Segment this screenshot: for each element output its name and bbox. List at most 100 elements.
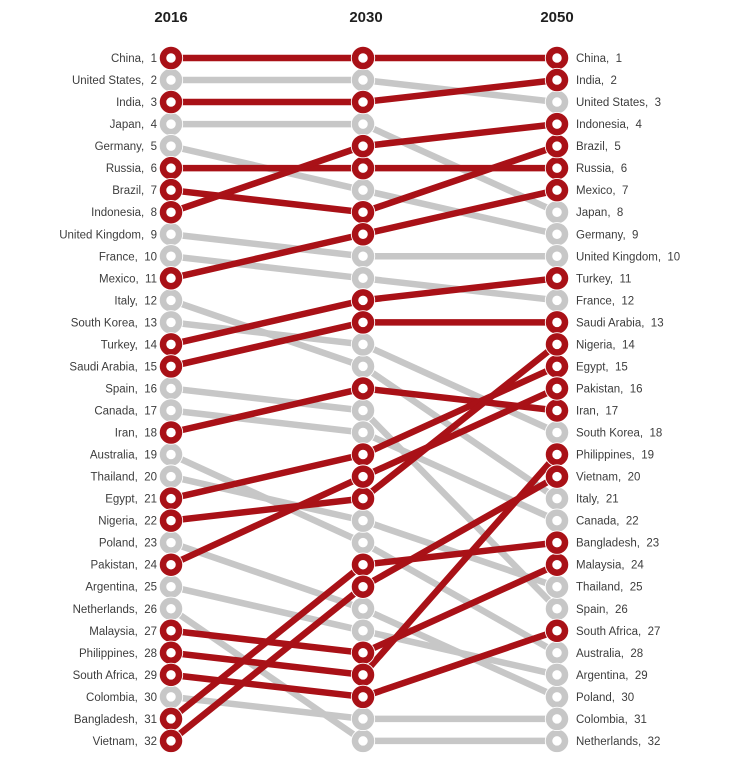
node-pakistan-2050: [545, 377, 569, 400]
label-2016-poland: Poland, 23: [99, 538, 157, 550]
node-egypt-2030: [351, 443, 375, 466]
label-2050-turkey: Turkey, 11: [576, 273, 631, 285]
node-thailand-2016: [159, 465, 183, 488]
node-malaysia-2050: [545, 553, 569, 576]
node-japan-2016: [159, 112, 183, 136]
node-spain-2050: [545, 597, 569, 620]
node-iran-2050: [545, 399, 569, 422]
label-2016-france: France, 10: [99, 251, 157, 263]
node-turkey-2050: [545, 267, 569, 290]
node-indonesia-2016: [159, 200, 183, 224]
node-philippines-2016: [159, 641, 183, 665]
node-netherlands-2030: [351, 729, 375, 753]
label-2050-colombia: Colombia, 31: [576, 714, 647, 726]
label-2016-bangladesh: Bangladesh, 31: [74, 714, 157, 726]
node-colombia-2016: [159, 685, 183, 709]
node-south-korea-2030: [351, 333, 375, 356]
label-2050-france: France, 12: [576, 295, 634, 307]
label-2016-egypt: Egypt, 21: [105, 494, 157, 506]
node-bangladesh-2050: [545, 531, 569, 554]
node-south-africa-2050: [545, 619, 569, 643]
node-colombia-2030: [351, 707, 375, 731]
node-south-korea-2016: [159, 311, 183, 334]
label-2050-malaysia: Malaysia, 24: [576, 560, 644, 572]
label-2050-australia: Australia, 28: [576, 648, 643, 660]
label-2016-italy: Italy, 12: [114, 295, 157, 307]
node-netherlands-2016: [159, 597, 183, 620]
label-2050-saudi-arabia: Saudi Arabia, 13: [576, 317, 664, 329]
node-australia-2016: [159, 443, 183, 466]
node-china-2030: [351, 46, 375, 70]
node-turkey-2016: [159, 333, 183, 356]
label-2016-pakistan: Pakistan, 24: [91, 560, 158, 572]
node-mexico-2030: [351, 222, 375, 246]
node-italy-2030: [351, 355, 375, 378]
node-canada-2030: [351, 421, 375, 444]
node-south-korea-2050: [545, 421, 569, 444]
label-2050-vietnam: Vietnam, 20: [576, 472, 640, 484]
node-mexico-2016: [159, 267, 183, 290]
node-bangladesh-2016: [159, 707, 183, 731]
node-australia-2030: [351, 531, 375, 554]
label-2050-thailand: Thailand, 25: [576, 582, 643, 594]
node-iran-2016: [159, 421, 183, 444]
node-indonesia-2030: [351, 134, 375, 158]
year-header-2016: 2016: [154, 9, 188, 26]
node-pakistan-2030: [351, 465, 375, 488]
label-2016-india: India, 3: [116, 97, 157, 109]
node-italy-2016: [159, 289, 183, 312]
node-turkey-2030: [351, 289, 375, 312]
label-2050-russia: Russia, 6: [576, 163, 627, 175]
label-2016-philippines: Philippines, 28: [79, 648, 157, 660]
label-2016-vietnam: Vietnam, 32: [93, 736, 157, 748]
label-2050-japan: Japan, 8: [576, 207, 623, 219]
node-australia-2050: [545, 641, 569, 665]
label-2016-argentina: Argentina, 25: [85, 582, 157, 594]
label-2016-turkey: Turkey, 14: [101, 339, 158, 351]
node-mexico-2050: [545, 178, 569, 202]
label-2050-egypt: Egypt, 15: [576, 361, 628, 373]
node-france-2050: [545, 289, 569, 312]
node-united-kingdom-2030: [351, 245, 375, 268]
node-thailand-2050: [545, 575, 569, 598]
label-2050-nigeria: Nigeria, 14: [576, 339, 635, 351]
node-germany-2050: [545, 222, 569, 246]
node-italy-2050: [545, 487, 569, 510]
node-bangladesh-2030: [351, 553, 375, 576]
node-south-africa-2030: [351, 685, 375, 709]
label-2016-malaysia: Malaysia, 27: [89, 626, 157, 638]
label-2016-australia: Australia, 19: [90, 450, 157, 462]
node-japan-2030: [351, 112, 375, 136]
label-2016-canada: Canada, 17: [94, 406, 157, 418]
label-2016-saudi-arabia: Saudi Arabia, 15: [69, 361, 157, 373]
label-2050-china: China, 1: [576, 53, 622, 65]
node-malaysia-2016: [159, 619, 183, 643]
node-pakistan-2016: [159, 553, 183, 576]
node-egypt-2050: [545, 355, 569, 378]
label-2050-netherlands: Netherlands, 32: [576, 736, 660, 748]
label-2050-philippines: Philippines, 19: [576, 450, 654, 462]
node-india-2016: [159, 90, 183, 114]
node-nigeria-2050: [545, 333, 569, 356]
label-2016-united-states: United States, 2: [72, 75, 157, 87]
node-argentina-2050: [545, 663, 569, 687]
label-2016-spain: Spain, 16: [105, 383, 157, 395]
label-2016-iran: Iran, 18: [115, 428, 157, 440]
label-2016-indonesia: Indonesia, 8: [91, 207, 157, 219]
label-2050-brazil: Brazil, 5: [576, 141, 621, 153]
node-germany-2016: [159, 134, 183, 158]
label-2016-thailand: Thailand, 20: [91, 472, 158, 484]
node-spain-2030: [351, 399, 375, 422]
node-indonesia-2050: [545, 112, 569, 136]
label-2050-india: India, 2: [576, 75, 617, 87]
node-united-states-2030: [351, 68, 375, 92]
label-2050-italy: Italy, 21: [576, 494, 619, 506]
node-nigeria-2016: [159, 509, 183, 532]
year-header-2030: 2030: [349, 9, 383, 26]
label-2050-argentina: Argentina, 29: [576, 670, 648, 682]
node-egypt-2016: [159, 487, 183, 510]
label-2016-netherlands: Netherlands, 26: [73, 604, 157, 616]
label-2016-russia: Russia, 6: [106, 163, 157, 175]
label-2050-poland: Poland, 30: [576, 692, 634, 704]
label-2050-united-kingdom: United Kingdom, 10: [576, 251, 680, 263]
